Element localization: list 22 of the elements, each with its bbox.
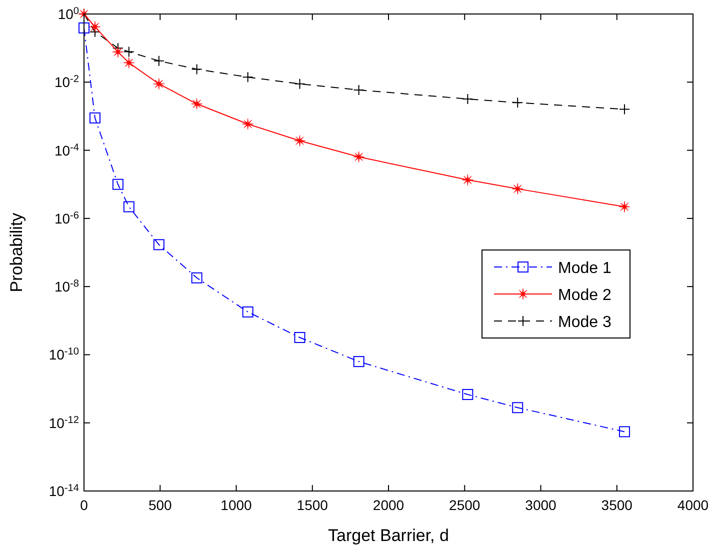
x-tick-label: 0 xyxy=(80,497,88,513)
legend-label: Mode 1 xyxy=(558,260,612,277)
y-axis-title: Probability xyxy=(7,212,26,292)
x-tick-label: 1500 xyxy=(296,497,328,513)
x-tick-label: 2000 xyxy=(372,497,404,513)
y-tick-label: 10$^{-2}$ xyxy=(54,74,80,90)
y-tick-label: 10$^{-10}$ xyxy=(48,346,80,363)
y-tick-label: 10$^{-6}$ xyxy=(54,210,80,226)
x-axis-title: Target Barrier, d xyxy=(328,526,449,545)
y-tick-label: 10$^{-4}$ xyxy=(54,142,80,158)
legend-label: Mode 2 xyxy=(558,287,612,304)
y-tick-label: 10$^{-14}$ xyxy=(48,482,80,499)
x-tick-label: 500 xyxy=(148,497,172,513)
y-tick-label: 10$^{0}$ xyxy=(58,6,80,22)
x-tick-label: 3500 xyxy=(601,497,633,513)
legend-label: Mode 3 xyxy=(558,314,612,331)
y-tick-label: 10$^{-8}$ xyxy=(54,278,80,295)
x-tick-label: 3000 xyxy=(525,497,557,513)
x-tick-label: 1000 xyxy=(220,497,252,513)
y-tick-label: 10$^{-12}$ xyxy=(48,414,80,431)
x-tick-label: 2500 xyxy=(449,497,480,513)
x-tick-label: 4000 xyxy=(677,497,709,513)
